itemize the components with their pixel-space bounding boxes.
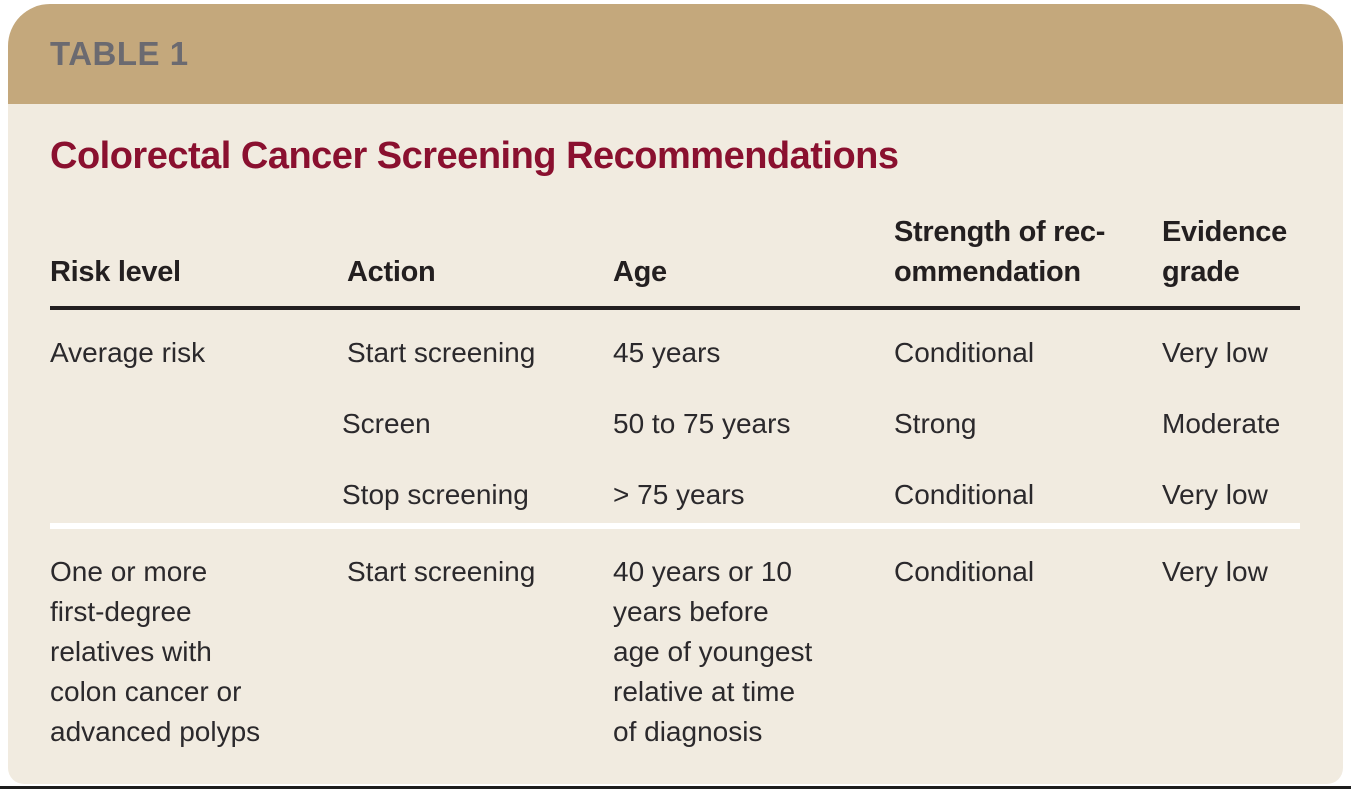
action-cell: Screen [342,408,431,439]
age-cell: 40 years or 10 years before age of young… [608,523,889,760]
table-row: Screen 50 to 75 years Strong Moderate [50,381,1300,452]
table-row: One or more first-degree relatives with … [50,523,1300,760]
risk-level-cell: Average risk [50,337,206,368]
action-cell: Start screening [342,523,608,760]
evidence-cell: Very low [1162,337,1268,368]
strength-cell: Conditional [889,523,1157,760]
table-number-label: TABLE 1 [50,35,189,72]
strength-cell: Strong [894,408,977,439]
bottom-crop-line [0,786,1351,789]
action-cell: Start screening [347,337,536,368]
page-title: Colorectal Cancer Screening Recommendati… [50,135,899,177]
risk-level-cell: One or more first-degree relatives with … [50,523,342,760]
screening-recommendations-table: Risk level Action Age Strength of rec- o… [50,212,1300,760]
table-card-body: Colorectal Cancer Screening Recommendati… [8,104,1343,784]
strength-cell: Conditional [894,479,1035,510]
column-header-age: Age [608,212,889,310]
column-header-risk-level: Risk level [50,212,342,310]
table-row: Stop screening > 75 years Conditional Ve… [50,452,1300,526]
table-card: TABLE 1 Colorectal Cancer Screening Reco… [8,4,1343,784]
age-cell: 45 years [613,337,721,368]
table-header-row: Risk level Action Age Strength of rec- o… [50,212,1300,310]
evidence-cell: Very low [1162,479,1268,510]
strength-cell: Conditional [894,337,1035,368]
evidence-cell: Very low [1157,523,1300,760]
column-header-strength: Strength of rec- ommendation [889,212,1157,310]
age-cell: 50 to 75 years [613,408,791,439]
table-row: Average risk Start screening 45 years Co… [50,308,1300,381]
age-cell: > 75 years [613,479,745,510]
evidence-cell: Moderate [1162,408,1281,439]
action-cell: Stop screening [342,479,529,510]
column-header-evidence: Evidence grade [1157,212,1300,310]
table-number-band: TABLE 1 [8,4,1343,104]
column-header-action: Action [342,212,608,310]
